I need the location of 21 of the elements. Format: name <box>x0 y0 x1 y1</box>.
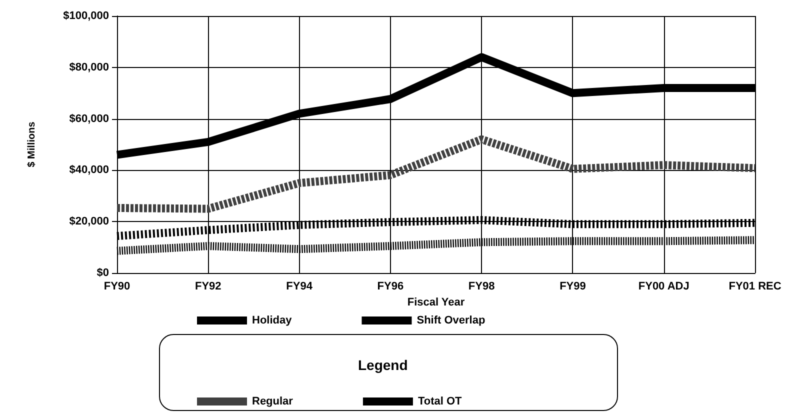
y-axis-title: $ Millions <box>26 121 38 168</box>
x-tick-label: FY92 <box>194 280 222 292</box>
x-axis-title: Fiscal Year <box>407 296 466 308</box>
legend-title: Legend <box>358 357 408 373</box>
legend-label: Total OT <box>418 396 462 408</box>
x-tick-label: FY98 <box>468 280 495 292</box>
y-tick-label: $80,000 <box>69 61 109 74</box>
x-tick-label: FY99 <box>560 280 586 292</box>
y-tick-label: $20,000 <box>69 216 109 228</box>
legend-label: Holiday <box>252 314 293 326</box>
x-tick-label: FY00 ADJ <box>638 280 690 292</box>
x-tick-label: FY96 <box>377 280 404 292</box>
legend-label: Regular <box>252 396 294 408</box>
y-tick-label: $100,000 <box>63 10 109 22</box>
x-tick-label: FY90 <box>104 280 130 292</box>
y-tick-label: $60,000 <box>69 112 109 125</box>
y-tick-label: $0 <box>96 267 109 279</box>
x-tick-label: FY01 REC <box>728 280 782 292</box>
legend-label: Shift Overlap <box>416 314 486 326</box>
y-tick-label: $40,000 <box>69 164 109 176</box>
x-tick-label: FY94 <box>286 280 314 292</box>
